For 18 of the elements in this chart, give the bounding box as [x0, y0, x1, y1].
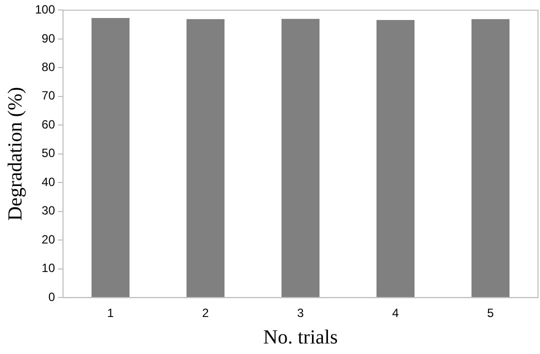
- y-tick-label: 0: [48, 290, 56, 304]
- x-tick-label: 1: [107, 306, 114, 320]
- y-tick-label: 40: [42, 174, 56, 189]
- y-tick-label: 100: [34, 2, 56, 17]
- y-tick-label: 50: [42, 146, 56, 160]
- y-tick-label: 20: [42, 232, 56, 246]
- y-axis-title: Degradation (%): [4, 86, 26, 221]
- x-axis-title: No. trials: [263, 326, 338, 348]
- x-tick-label: 4: [392, 306, 400, 320]
- x-tick-label: 3: [297, 306, 304, 320]
- y-tick-label: 60: [42, 117, 56, 132]
- y-tick-label: 70: [42, 88, 56, 103]
- y-tick-label: 90: [42, 31, 56, 46]
- x-tick-label: 5: [487, 306, 494, 320]
- y-tick-label: 80: [42, 60, 56, 74]
- y-tick-label: 10: [42, 261, 56, 276]
- y-tick-label: 30: [42, 204, 56, 218]
- x-tick-label: 2: [202, 306, 210, 320]
